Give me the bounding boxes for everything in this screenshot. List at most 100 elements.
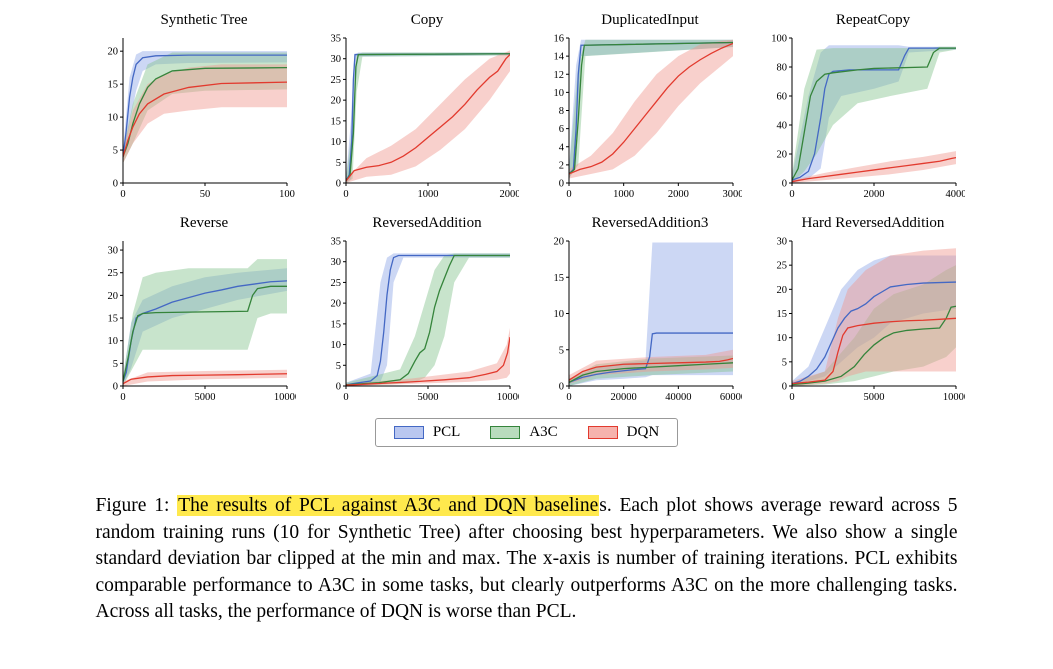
dqn-line — [122, 373, 287, 385]
dqn-line — [345, 54, 510, 182]
y-tick-label: 0 — [558, 382, 563, 393]
chart-canvas-synthetic-tree: 0 50 100 0 5 10 15 20 — [89, 31, 296, 203]
y-tick-label: 15 — [330, 116, 341, 127]
y-tick-label: 4 — [558, 142, 564, 153]
y-tick-label: 0 — [335, 382, 340, 393]
y-tick-label: 5 — [112, 359, 117, 370]
x-tick-label: 0 — [566, 392, 571, 403]
y-tick-label: 10 — [553, 309, 564, 320]
legend-label-pcl: PCL — [432, 424, 461, 440]
y-tick-label: 0 — [781, 382, 786, 393]
chart-title: Reverse — [179, 215, 229, 231]
a3c-band — [122, 52, 287, 164]
chart-canvas-duplicatedinput: 0 1000 2000 3000 0 2 4 6 8 10 12 14 16 — [535, 31, 743, 203]
chart-title: ReversedAddition — [372, 215, 482, 231]
caption-rest: s. Each plot shows average reward across… — [95, 495, 958, 623]
subplot-repeatcopy: RepeatCopy 0 2000 4000 0 20 40 60 80 100 — [758, 12, 966, 203]
plot-canvas: 0 1000 2000 3000 0 2 4 6 8 10 12 14 16 — [553, 34, 743, 201]
x-tick-label: 0 — [343, 392, 348, 403]
pcl-band — [122, 268, 287, 386]
figure-caption: Figure 1: The results of PCL against A3C… — [96, 493, 958, 626]
y-tick-label: 20 — [553, 237, 564, 248]
pcl-band — [791, 255, 956, 386]
x-tick-label: 20000 — [610, 392, 636, 403]
x-tick-label: 0 — [120, 392, 125, 403]
y-tick-label: 20 — [776, 285, 787, 296]
y-tick-label: 15 — [330, 319, 341, 330]
x-tick-label: 5000 — [417, 392, 438, 403]
dqn-line — [122, 81, 287, 157]
a3c-band — [568, 355, 733, 386]
a3c-line — [345, 254, 510, 386]
y-tick-label: 0 — [335, 179, 340, 190]
x-tick-label: 100 — [279, 189, 295, 200]
pcl-line — [122, 54, 287, 157]
a3c-band — [791, 265, 956, 386]
pcl-band — [122, 51, 287, 164]
y-tick-label: 60 — [776, 92, 787, 103]
x-tick-label: 0 — [566, 189, 571, 200]
x-tick-label: 0 — [789, 189, 794, 200]
y-tick-label: 5 — [335, 158, 340, 169]
y-tick-label: 30 — [107, 246, 118, 257]
plot-canvas: 0 2000 4000 0 20 40 60 80 100 — [771, 34, 966, 201]
chart-title: RepeatCopy — [835, 12, 911, 28]
pcl-band — [568, 242, 733, 386]
chart-title: ReversedAddition3 — [591, 215, 709, 231]
dqn-band — [122, 64, 287, 164]
pcl-line — [568, 332, 733, 383]
a3c-line — [791, 305, 956, 386]
x-tick-label: 0 — [120, 189, 125, 200]
dqn-band — [791, 248, 956, 386]
chart-title: Copy — [410, 12, 444, 28]
x-tick-label: 2000 — [667, 189, 688, 200]
a3c-band — [791, 46, 956, 183]
y-tick-label: 30 — [776, 237, 787, 248]
chart-title: DuplicatedInput — [601, 12, 699, 28]
x-tick-label: 4000 — [945, 189, 965, 200]
legend-item-dqn: DQN — [587, 424, 659, 441]
pcl-swatch — [393, 426, 424, 439]
pcl-line — [345, 254, 510, 386]
y-tick-label: 20 — [107, 47, 118, 58]
x-tick-label: 2000 — [863, 189, 884, 200]
y-tick-label: 5 — [781, 357, 786, 368]
y-tick-label: 8 — [558, 106, 563, 117]
y-tick-label: 20 — [776, 150, 787, 161]
y-tick-label: 0 — [781, 179, 786, 190]
x-tick-label: 5000 — [194, 392, 215, 403]
y-tick-label: 5 — [112, 146, 117, 157]
legend-label-a3c: A3C — [529, 424, 558, 440]
y-tick-label: 10 — [107, 336, 118, 347]
paper-figure-page: Synthetic Tree 0 50 100 0 5 10 15 20 Copy 0 1000… — [0, 12, 1053, 626]
y-tick-label: 20 — [107, 291, 118, 302]
subplot-synthetic-tree: Synthetic Tree 0 50 100 0 5 10 15 20 — [89, 12, 296, 203]
caption-highlight: The results of PCL against A3C and DQN b… — [177, 495, 600, 516]
x-tick-label: 2000 — [499, 189, 519, 200]
legend-item-a3c: A3C — [490, 424, 558, 441]
y-tick-label: 100 — [771, 34, 787, 45]
y-tick-label: 10 — [107, 113, 118, 124]
legend-row: PCL A3C DQN — [0, 418, 1053, 447]
y-tick-label: 15 — [107, 80, 118, 91]
dqn-line — [568, 42, 733, 175]
y-tick-label: 20 — [330, 299, 341, 310]
y-tick-label: 25 — [330, 75, 341, 86]
dqn-swatch — [587, 426, 618, 439]
y-tick-label: 5 — [558, 345, 563, 356]
y-tick-label: 80 — [776, 63, 787, 74]
dqn-band — [345, 328, 510, 386]
chart-title: Synthetic Tree — [160, 12, 248, 28]
y-tick-label: 10 — [330, 137, 341, 148]
